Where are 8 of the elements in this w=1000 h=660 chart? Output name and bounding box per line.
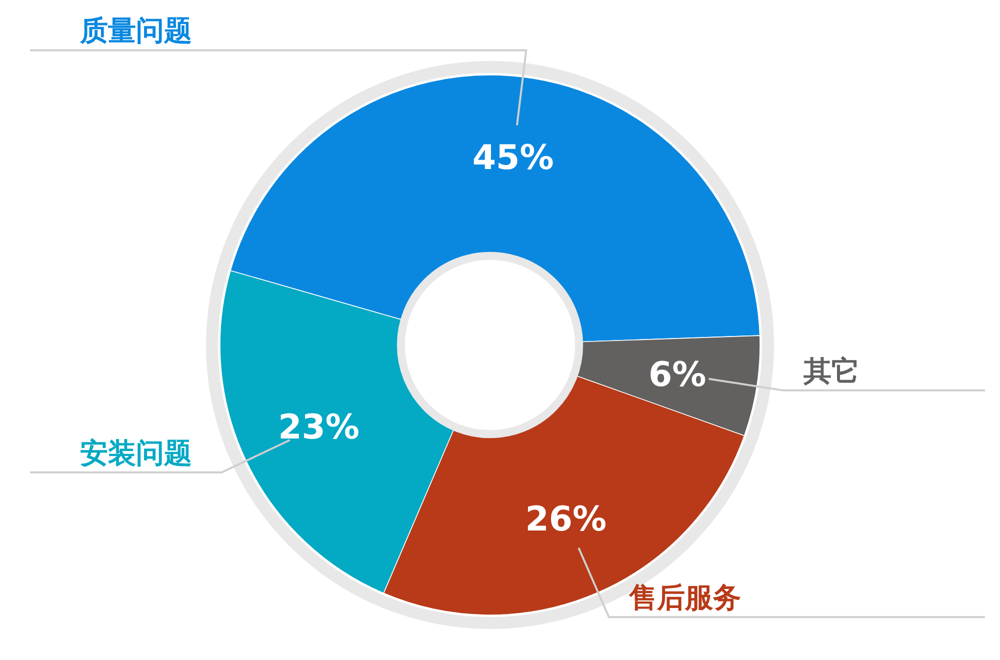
- slice-label: 质量问题: [79, 14, 192, 48]
- data-label: 45%: [472, 138, 554, 178]
- data-label: 26%: [525, 500, 607, 540]
- data-label: 6%: [648, 355, 706, 395]
- slice-label: 其它: [802, 354, 860, 388]
- slice-label: 售后服务: [628, 581, 741, 614]
- slice-label: 安装问题: [80, 436, 192, 470]
- data-label: 23%: [278, 407, 360, 448]
